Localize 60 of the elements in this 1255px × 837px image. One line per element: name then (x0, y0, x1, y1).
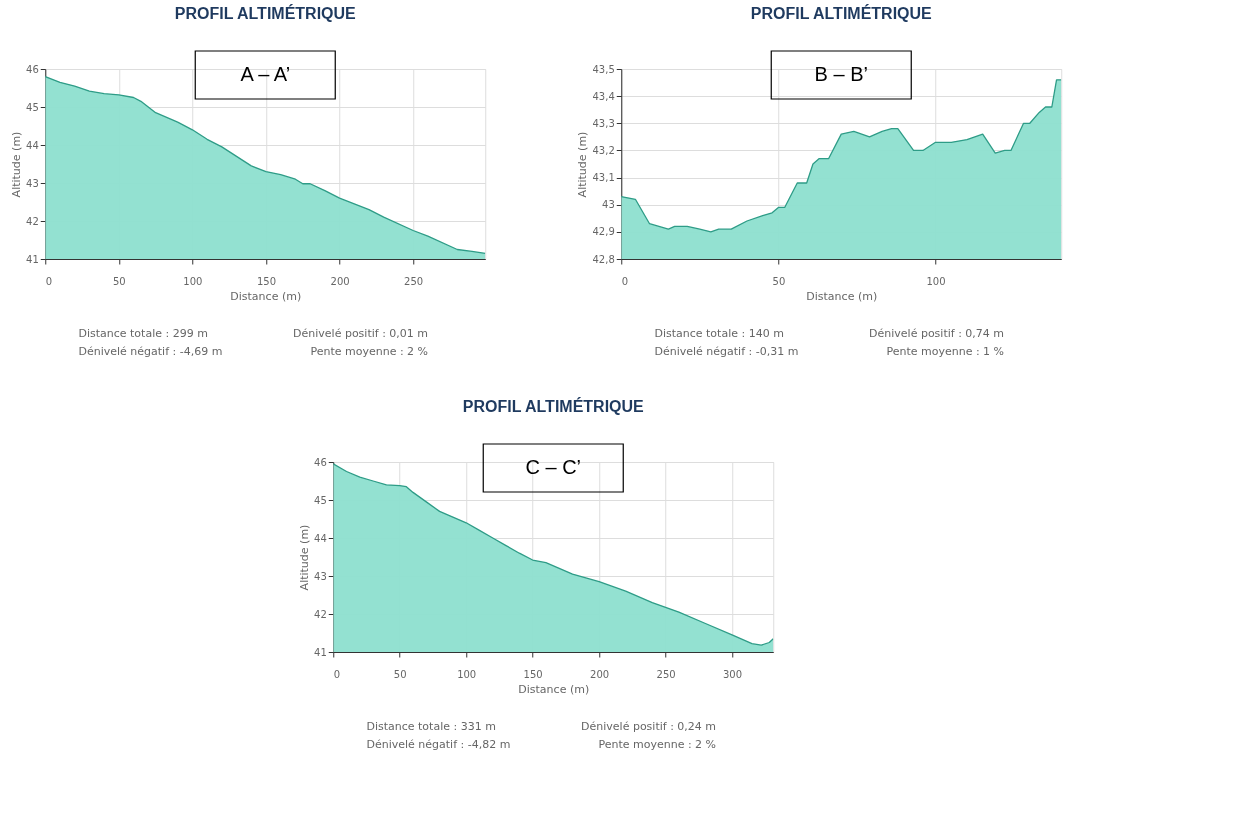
chart-subtitle: C – C’ (525, 456, 582, 478)
x-tick-label: 50 (112, 275, 126, 287)
text: Dénivelé négatif : -4,82 m (366, 738, 511, 751)
y-tick-label: 45 (314, 494, 327, 506)
x-axis-title: Distance (m) (230, 289, 302, 303)
y-tick-label: 43,5 (592, 63, 615, 75)
chart-title: PROFIL ALTIMÉTRIQUE (750, 4, 933, 23)
x-tick-label: 100 (926, 275, 946, 287)
x-tick-label: 250 (404, 275, 424, 287)
text: Pente moyenne : 1 % (886, 345, 1005, 358)
y-tick-label: 42,9 (592, 226, 615, 238)
x-tick-label: 150 (523, 668, 543, 680)
x-tick-label: 200 (590, 668, 610, 680)
x-tick-label: 100 (183, 275, 203, 287)
text: Dénivelé positif : 0,24 m (581, 720, 717, 733)
y-tick-label: 44 (26, 139, 39, 151)
y-tick-label: 41 (26, 253, 39, 265)
x-tick-label: 0 (333, 668, 341, 680)
x-tick-label: 50 (393, 668, 407, 680)
y-tick-label: 42 (26, 215, 39, 227)
y-tick-label: 46 (26, 63, 39, 75)
y-tick-label: 43,2 (592, 144, 615, 156)
chart-subtitle: B – B’ (814, 63, 868, 85)
text: Distance totale : 331 m (366, 720, 496, 733)
y-tick-label: 43,1 (592, 172, 615, 184)
y-tick-label: 45 (26, 101, 39, 113)
text: Dénivelé négatif : -0,31 m (654, 345, 799, 358)
x-tick-label: 100 (457, 668, 477, 680)
y-axis-title: Altitude (m) (298, 524, 312, 591)
y-tick-label: 41 (314, 646, 327, 658)
y-tick-label: 44 (314, 532, 327, 544)
x-tick-label: 150 (256, 275, 277, 287)
x-tick-label: 300 (722, 668, 743, 680)
y-tick-label: 43,3 (592, 117, 615, 129)
y-tick-label: 43 (314, 570, 327, 582)
x-axis-title: Distance (m) (518, 682, 590, 696)
x-tick-label: 200 (330, 275, 350, 287)
y-tick-label: 46 (314, 456, 327, 468)
y-tick-label: 43 (26, 177, 39, 189)
text: Distance totale : 299 m (78, 327, 208, 340)
chart-title: PROFIL ALTIMÉTRIQUE (174, 4, 357, 23)
y-axis-title: Altitude (m) (10, 131, 24, 198)
y-tick-label: 43,4 (592, 90, 615, 102)
text: Distance totale : 140 m (654, 327, 784, 340)
text: Dénivelé positif : 0,74 m (869, 327, 1005, 340)
text: Pente moyenne : 2 % (598, 738, 717, 751)
x-tick-label: 0 (45, 275, 53, 287)
chart-subtitle: A – A’ (240, 63, 291, 85)
y-tick-label: 42,8 (592, 253, 615, 265)
y-tick-label: 43 (602, 199, 615, 211)
chart-title: PROFIL ALTIMÉTRIQUE (462, 397, 645, 416)
text: Pente moyenne : 2 % (310, 345, 429, 358)
x-tick-label: 0 (621, 275, 629, 287)
x-axis-title: Distance (m) (806, 289, 878, 303)
y-tick-label: 42 (314, 608, 327, 620)
text: Dénivelé positif : 0,01 m (293, 327, 429, 340)
text: Dénivelé négatif : -4,69 m (78, 345, 223, 358)
x-tick-label: 250 (656, 668, 676, 680)
x-tick-label: 50 (772, 275, 786, 287)
y-axis-title: Altitude (m) (576, 131, 590, 198)
